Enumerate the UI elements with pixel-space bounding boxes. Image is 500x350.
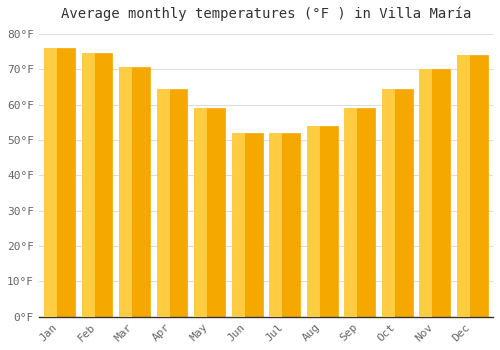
Bar bbox=[119, 68, 150, 317]
Bar bbox=[307, 126, 320, 317]
Bar bbox=[156, 89, 188, 317]
Bar bbox=[232, 133, 244, 317]
Bar bbox=[420, 69, 450, 317]
Bar bbox=[82, 53, 112, 317]
Bar bbox=[270, 133, 282, 317]
Bar bbox=[194, 108, 225, 317]
Bar bbox=[344, 108, 375, 317]
Bar bbox=[232, 133, 262, 317]
Bar bbox=[156, 89, 170, 317]
Bar bbox=[194, 108, 225, 317]
Bar bbox=[119, 68, 132, 317]
Bar bbox=[270, 133, 300, 317]
Bar bbox=[44, 48, 75, 317]
Bar bbox=[270, 133, 300, 317]
Bar bbox=[232, 133, 262, 317]
Title: Average monthly temperatures (°F ) in Villa María: Average monthly temperatures (°F ) in Vi… bbox=[60, 7, 471, 21]
Bar bbox=[344, 108, 358, 317]
Bar bbox=[194, 108, 207, 317]
Bar bbox=[344, 108, 375, 317]
Bar bbox=[457, 55, 488, 317]
Bar bbox=[44, 48, 75, 317]
Bar bbox=[457, 55, 488, 317]
Bar bbox=[420, 69, 432, 317]
Bar bbox=[156, 89, 188, 317]
Bar bbox=[82, 53, 112, 317]
Bar bbox=[119, 68, 150, 317]
Bar bbox=[457, 55, 470, 317]
Bar bbox=[382, 89, 412, 317]
Bar bbox=[82, 53, 94, 317]
Bar bbox=[44, 48, 57, 317]
Bar bbox=[420, 69, 450, 317]
Bar bbox=[382, 89, 395, 317]
Bar bbox=[382, 89, 412, 317]
Bar bbox=[307, 126, 338, 317]
Bar bbox=[307, 126, 338, 317]
